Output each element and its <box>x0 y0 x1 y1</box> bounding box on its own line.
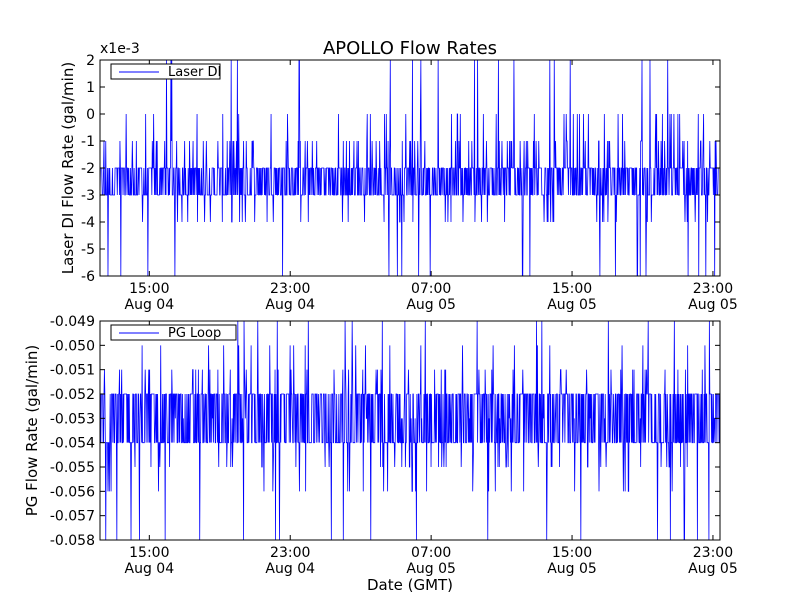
y-tick-label: -2 <box>81 161 95 177</box>
x-tick-label: Aug 04 <box>265 561 315 577</box>
y-tick-label: 1 <box>86 80 95 96</box>
y-tick-label: -3 <box>81 188 95 204</box>
y-tick-label: -0.055 <box>50 460 95 476</box>
x-tick-label: Aug 05 <box>406 297 456 313</box>
chart-title: APOLLO Flow Rates <box>323 38 497 59</box>
y-tick-label: -5 <box>81 242 95 258</box>
x-tick-label: 23:00 <box>270 545 310 561</box>
y-tick-label: -0.056 <box>50 484 95 500</box>
x-tick-label: 07:00 <box>411 545 451 561</box>
x-tick-label: 15:00 <box>552 281 592 297</box>
x-tick-label: 15:00 <box>129 545 169 561</box>
x-tick-label: Aug 05 <box>547 561 597 577</box>
y-tick-label: 0 <box>86 107 95 123</box>
x-tick-label: Aug 04 <box>125 297 175 313</box>
y-tick-label: -0.052 <box>50 387 95 403</box>
y-tick-label: -1 <box>81 134 95 150</box>
y-tick-label: -0.058 <box>50 533 95 549</box>
y-tick-label: -0.057 <box>50 509 95 525</box>
x-tick-label: 23:00 <box>270 281 310 297</box>
legend-box <box>110 324 237 341</box>
x-tick-label: 15:00 <box>129 281 169 297</box>
x-tick-label: Aug 05 <box>688 561 738 577</box>
x-tick-label: 15:00 <box>552 545 592 561</box>
y-tick-label: -4 <box>81 215 95 231</box>
y-tick-label: -6 <box>81 269 95 285</box>
x-tick-label: Aug 04 <box>265 297 315 313</box>
y-tick-label: -0.050 <box>50 338 95 354</box>
legend-label: Laser DI <box>168 65 221 80</box>
series-line-0 <box>100 60 720 276</box>
y-axis-label: PG Flow Rate (gal/min) <box>23 345 41 517</box>
y-tick-label: 2 <box>86 53 95 69</box>
y-offset-label: x1e-3 <box>100 41 140 57</box>
legend-label: PG Loop <box>168 326 221 341</box>
y-tick-label: -0.051 <box>50 363 95 379</box>
series-line-1 <box>100 321 720 540</box>
x-tick-label: 23:00 <box>693 281 733 297</box>
y-axis-label: Laser DI Flow Rate (gal/min) <box>59 62 77 274</box>
pg-loop-panel: -0.049 -0.050 -0.051 -0.052 -0.053 -0.054 -0.0… <box>23 314 738 577</box>
axes-frame <box>99 320 721 541</box>
y-tick-label: -0.053 <box>50 411 95 427</box>
x-tick-label: 07:00 <box>411 281 451 297</box>
y-tick-label: -0.054 <box>50 436 95 452</box>
x-tick-label: Aug 05 <box>547 297 597 313</box>
x-axis-label: Date (GMT) <box>367 576 453 594</box>
x-tick-label: Aug 05 <box>406 561 456 577</box>
y-tick-label: -0.049 <box>50 314 95 330</box>
x-tick-label: 23:00 <box>693 545 733 561</box>
legend-box <box>110 63 221 80</box>
x-tick-label: Aug 05 <box>688 297 738 313</box>
x-tick-label: Aug 04 <box>125 561 175 577</box>
